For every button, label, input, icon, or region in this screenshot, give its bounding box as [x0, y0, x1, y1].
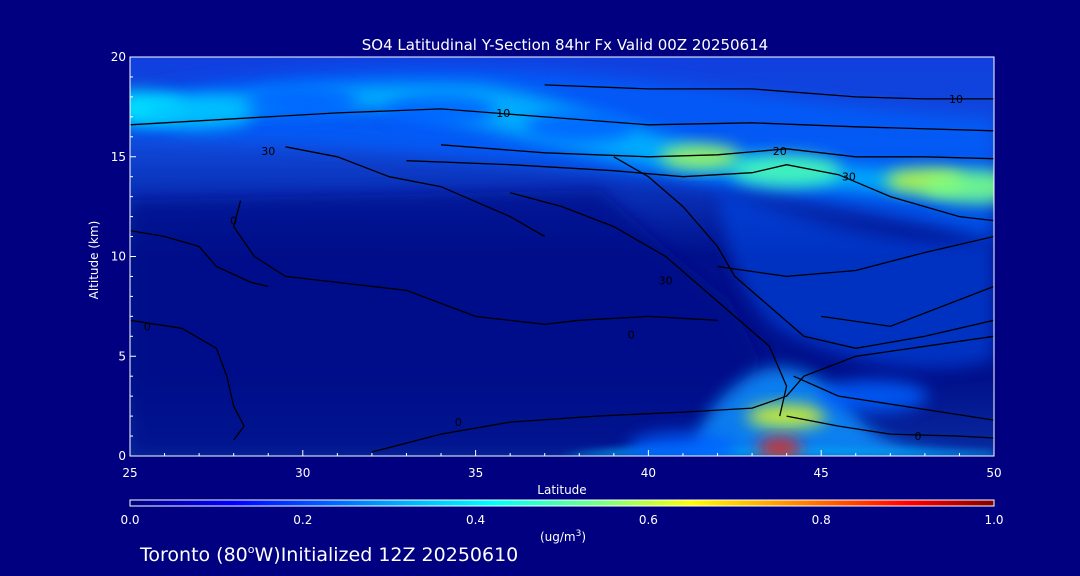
colorbar-tick-label-1: 0.2 — [293, 513, 312, 527]
colorbar-tick-label-0: 0.0 — [120, 513, 139, 527]
x-tick-label-2: 35 — [468, 466, 483, 480]
contour-line-11 — [793, 375, 994, 421]
x-tick-label-3: 40 — [641, 466, 656, 480]
surface-plume-outer — [690, 367, 994, 456]
contour-line-10 — [786, 415, 994, 439]
y-tick-label-0: 0 — [118, 449, 126, 463]
heat-feature-2 — [247, 84, 358, 117]
heatmap-features — [130, 84, 994, 456]
colorbar-units: (ug/m3) — [540, 529, 586, 544]
colorbar-tick-label-2: 0.4 — [466, 513, 485, 527]
contour-line-5 — [232, 200, 718, 325]
contour-line-4 — [285, 146, 546, 238]
contour-line-2 — [440, 144, 994, 160]
x-tick-label-0: 25 — [122, 466, 137, 480]
y-tick-label-3: 15 — [111, 150, 126, 164]
heat-feature-11 — [627, 432, 738, 456]
x-tick-label-5: 50 — [986, 466, 1001, 480]
contour-label-6: 0 — [144, 320, 151, 333]
contour-label-2: 20 — [773, 145, 787, 158]
mid-dark-region — [130, 190, 760, 456]
contour-line-13 — [717, 235, 994, 278]
y-axis: 0 5 10 15 20 — [111, 50, 136, 463]
heat-feature-5 — [660, 144, 741, 169]
contour-line-12 — [821, 285, 994, 327]
contour-label-7: 0 — [455, 416, 462, 429]
heat-feature-6 — [731, 154, 842, 187]
heat-feature-1 — [144, 96, 255, 129]
y-tick-label-2: 10 — [111, 250, 126, 264]
contour-label-8: 30 — [659, 274, 673, 287]
x-tick-label-4: 45 — [814, 466, 829, 480]
contour-label-0: 10 — [949, 93, 963, 106]
contour-label-1: 10 — [496, 107, 510, 120]
contour-line-7 — [371, 335, 994, 453]
contour-line-0 — [544, 84, 994, 100]
contour-lines: 10 10 20 30 30 0 0 0 30 0 0 — [130, 84, 994, 453]
colorbar-tick-label-4: 0.8 — [812, 513, 831, 527]
contour-line-14 — [130, 229, 269, 288]
contour-line-6 — [130, 319, 245, 441]
footer-initialization-text: Toronto (80oW)Initialized 12Z 20250610 — [139, 543, 518, 566]
contour-line-3 — [406, 160, 994, 222]
y-tick-label-1: 5 — [118, 349, 126, 363]
heat-feature-10 — [757, 438, 802, 456]
heat-feature-8 — [921, 170, 994, 203]
colorbar-ticks: 0.0 0.2 0.4 0.6 0.8 1.0 — [120, 513, 1003, 527]
contour-line-9 — [510, 192, 788, 417]
colorbar — [129, 499, 995, 507]
contour-line-1 — [130, 108, 994, 132]
colorbar-tick-label-3: 0.6 — [639, 513, 658, 527]
x-axis-label: Latitude — [537, 483, 586, 497]
x-axis: 25 30 35 40 45 50 — [122, 450, 1002, 480]
x-tick-label-1: 30 — [295, 466, 310, 480]
y-tick-label-4: 20 — [111, 50, 126, 64]
heat-feature-3 — [386, 94, 497, 127]
heat-feature-4 — [524, 110, 635, 143]
contour-label-4: 30 — [261, 145, 275, 158]
contour-label-10: 0 — [914, 430, 921, 443]
contour-label-5: 0 — [230, 215, 237, 228]
contour-label-9: 0 — [628, 328, 635, 341]
heat-feature-12 — [818, 380, 929, 413]
y-axis-label: Altitude (km) — [87, 221, 101, 300]
chart-title: SO4 Latitudinal Y-Section 84hr Fx Valid … — [362, 36, 768, 54]
contour-line-8 — [613, 156, 994, 349]
colorbar-tick-label-5: 1.0 — [984, 513, 1003, 527]
contour-label-3: 30 — [842, 171, 856, 184]
